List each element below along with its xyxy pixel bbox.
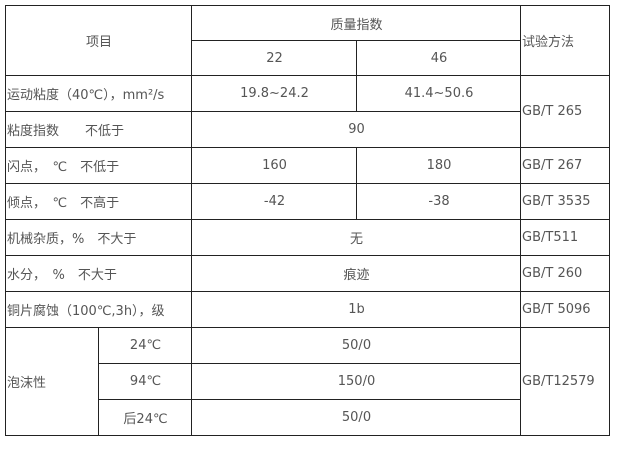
- value-22: 160: [191, 147, 357, 184]
- value: 1b: [191, 291, 521, 328]
- value-22: 19.8~24.2: [191, 75, 357, 112]
- table-row: 后24℃ 50/0: [6, 399, 610, 436]
- foam-temp: 后24℃: [98, 399, 192, 436]
- method: GB/T 5096: [520, 291, 610, 328]
- method: GB/T 267: [520, 147, 610, 184]
- row-label: 水分， % 不大于: [5, 255, 192, 292]
- header-grade-22: 22: [191, 40, 357, 76]
- row-label: 铜片腐蚀（100℃,3h），级: [5, 291, 192, 328]
- header-grade-46: 46: [356, 40, 521, 76]
- table-row: 水分， % 不大于 痕迹 GB/T 260: [5, 255, 610, 292]
- foam-label: 泡沫性: [5, 327, 99, 436]
- header-item: 项目: [5, 5, 192, 76]
- table-row: 闪点， ℃ 不低于 160 180 GB/T 267: [5, 147, 610, 184]
- foam-method: GB/T12579: [520, 327, 610, 436]
- value-46: 180: [356, 147, 521, 184]
- method: GB/T511: [520, 219, 610, 256]
- value-46: 41.4~50.6: [356, 75, 521, 112]
- row-label: 机械杂质，% 不大于: [5, 219, 192, 256]
- method: GB/T 265: [520, 75, 610, 148]
- table-row: 运动粘度（40℃），mm²/s 19.8~24.2 41.4~50.6 GB/T…: [5, 75, 610, 148]
- row-label: 粘度指数 不低于: [5, 111, 192, 148]
- foam-value: 50/0: [191, 399, 521, 436]
- value: 无: [191, 219, 521, 256]
- foam-temp: 24℃: [98, 327, 192, 364]
- value: 痕迹: [191, 255, 521, 292]
- value-22: -42: [191, 183, 357, 220]
- method: GB/T 260: [520, 255, 610, 292]
- foam-value: 50/0: [191, 327, 521, 364]
- header-method: 试验方法: [520, 5, 610, 76]
- row-label: 运动粘度（40℃），mm²/s: [5, 75, 192, 112]
- table-row: 铜片腐蚀（100℃,3h），级 1b GB/T 5096: [5, 291, 610, 328]
- table-row: 机械杂质，% 不大于 无 GB/T511: [5, 219, 610, 256]
- table-row: 94℃ 150/0: [6, 363, 610, 400]
- spec-table: 项目 质量指数 试验方法 22 46 运动粘度（40℃），mm²/s 19.8~…: [5, 5, 610, 436]
- header-quality: 质量指数: [191, 5, 521, 41]
- row-label: 倾点， ℃ 不高于: [5, 183, 192, 220]
- value: 90: [191, 111, 521, 148]
- value-46: -38: [356, 183, 521, 220]
- foam-value: 150/0: [191, 363, 521, 400]
- row-label: 闪点， ℃ 不低于: [5, 147, 192, 184]
- table-row: 泡沫性 24℃ 50/0 GB/T12579: [5, 327, 610, 436]
- table-row: 粘度指数 不低于 90: [5, 111, 610, 148]
- foam-temp: 94℃: [98, 363, 192, 400]
- method: GB/T 3535: [520, 183, 610, 220]
- table-row: 倾点， ℃ 不高于 -42 -38 GB/T 3535: [5, 183, 610, 220]
